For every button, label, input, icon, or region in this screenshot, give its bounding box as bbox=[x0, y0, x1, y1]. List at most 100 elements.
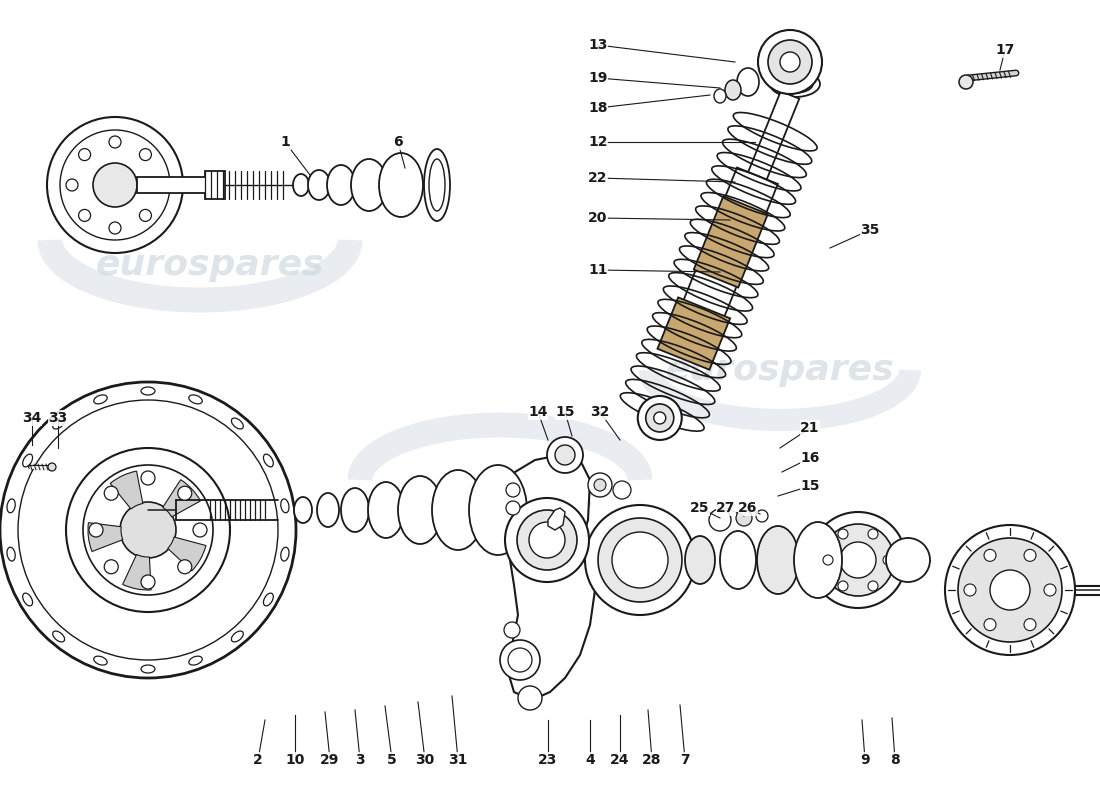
Circle shape bbox=[756, 510, 768, 522]
Polygon shape bbox=[508, 455, 595, 700]
Ellipse shape bbox=[327, 165, 355, 205]
Wedge shape bbox=[167, 537, 206, 571]
Ellipse shape bbox=[53, 631, 65, 642]
Circle shape bbox=[638, 396, 682, 440]
Circle shape bbox=[990, 570, 1030, 610]
Circle shape bbox=[141, 575, 155, 589]
Polygon shape bbox=[678, 167, 778, 330]
Circle shape bbox=[958, 538, 1062, 642]
Circle shape bbox=[598, 518, 682, 602]
Circle shape bbox=[500, 640, 540, 680]
Circle shape bbox=[710, 509, 732, 531]
Ellipse shape bbox=[189, 395, 202, 404]
Circle shape bbox=[529, 522, 565, 558]
Text: eurospares: eurospares bbox=[666, 353, 894, 387]
Circle shape bbox=[518, 686, 542, 710]
Circle shape bbox=[588, 473, 612, 497]
Ellipse shape bbox=[23, 593, 33, 606]
Text: 3: 3 bbox=[355, 753, 365, 767]
Text: 13: 13 bbox=[588, 38, 607, 52]
Text: 2: 2 bbox=[253, 753, 263, 767]
Circle shape bbox=[945, 525, 1075, 655]
Ellipse shape bbox=[293, 174, 309, 196]
Circle shape bbox=[517, 510, 578, 570]
Circle shape bbox=[585, 505, 695, 615]
Circle shape bbox=[823, 555, 833, 565]
Text: 10: 10 bbox=[285, 753, 305, 767]
Circle shape bbox=[78, 210, 90, 222]
Polygon shape bbox=[744, 91, 800, 190]
Text: 23: 23 bbox=[538, 753, 558, 767]
Text: 8: 8 bbox=[890, 753, 900, 767]
Circle shape bbox=[178, 560, 191, 574]
Ellipse shape bbox=[351, 159, 387, 211]
Wedge shape bbox=[122, 554, 151, 590]
Text: 35: 35 bbox=[860, 223, 880, 237]
Ellipse shape bbox=[7, 499, 15, 513]
Circle shape bbox=[104, 560, 118, 574]
Ellipse shape bbox=[424, 149, 450, 221]
Circle shape bbox=[60, 130, 170, 240]
Circle shape bbox=[822, 524, 894, 596]
Ellipse shape bbox=[94, 656, 107, 665]
Text: 15: 15 bbox=[801, 479, 820, 493]
Ellipse shape bbox=[280, 547, 289, 561]
Ellipse shape bbox=[720, 531, 756, 589]
Circle shape bbox=[505, 498, 588, 582]
Circle shape bbox=[547, 437, 583, 473]
Circle shape bbox=[1024, 550, 1036, 562]
Circle shape bbox=[152, 179, 164, 191]
Circle shape bbox=[94, 163, 138, 207]
Text: 33: 33 bbox=[48, 411, 67, 425]
Circle shape bbox=[1044, 584, 1056, 596]
Text: 11: 11 bbox=[588, 263, 607, 277]
Text: 32: 32 bbox=[591, 405, 609, 419]
Text: 6: 6 bbox=[393, 135, 403, 149]
Circle shape bbox=[48, 463, 56, 471]
Ellipse shape bbox=[714, 89, 726, 103]
Circle shape bbox=[78, 149, 90, 161]
Circle shape bbox=[984, 550, 996, 562]
Circle shape bbox=[964, 584, 976, 596]
Text: 5: 5 bbox=[387, 753, 397, 767]
Circle shape bbox=[868, 581, 878, 591]
Text: 31: 31 bbox=[449, 753, 468, 767]
Ellipse shape bbox=[398, 476, 442, 544]
Circle shape bbox=[140, 210, 152, 222]
Ellipse shape bbox=[94, 395, 107, 404]
Circle shape bbox=[613, 481, 631, 499]
Circle shape bbox=[506, 483, 520, 497]
Wedge shape bbox=[88, 522, 123, 551]
Circle shape bbox=[178, 486, 191, 500]
Text: eurospares: eurospares bbox=[96, 248, 324, 282]
Ellipse shape bbox=[231, 418, 243, 429]
Circle shape bbox=[838, 581, 848, 591]
Circle shape bbox=[0, 382, 296, 678]
Circle shape bbox=[18, 400, 278, 660]
Text: 16: 16 bbox=[801, 451, 820, 465]
Text: 19: 19 bbox=[588, 71, 607, 85]
Circle shape bbox=[736, 510, 752, 526]
Polygon shape bbox=[694, 196, 768, 287]
Ellipse shape bbox=[379, 153, 424, 217]
Ellipse shape bbox=[770, 71, 820, 97]
Ellipse shape bbox=[725, 80, 741, 100]
Circle shape bbox=[1024, 618, 1036, 630]
Ellipse shape bbox=[777, 75, 813, 93]
Circle shape bbox=[959, 75, 974, 89]
Text: 29: 29 bbox=[320, 753, 340, 767]
Text: 15: 15 bbox=[556, 405, 574, 419]
Circle shape bbox=[504, 622, 520, 638]
Circle shape bbox=[840, 542, 876, 578]
Circle shape bbox=[886, 538, 929, 582]
Circle shape bbox=[594, 479, 606, 491]
Text: 4: 4 bbox=[585, 753, 595, 767]
Circle shape bbox=[82, 465, 213, 595]
Circle shape bbox=[612, 532, 668, 588]
Circle shape bbox=[120, 502, 176, 558]
Ellipse shape bbox=[231, 631, 243, 642]
Circle shape bbox=[104, 486, 118, 500]
Circle shape bbox=[508, 648, 532, 672]
Text: 25: 25 bbox=[691, 501, 710, 515]
Circle shape bbox=[47, 117, 183, 253]
